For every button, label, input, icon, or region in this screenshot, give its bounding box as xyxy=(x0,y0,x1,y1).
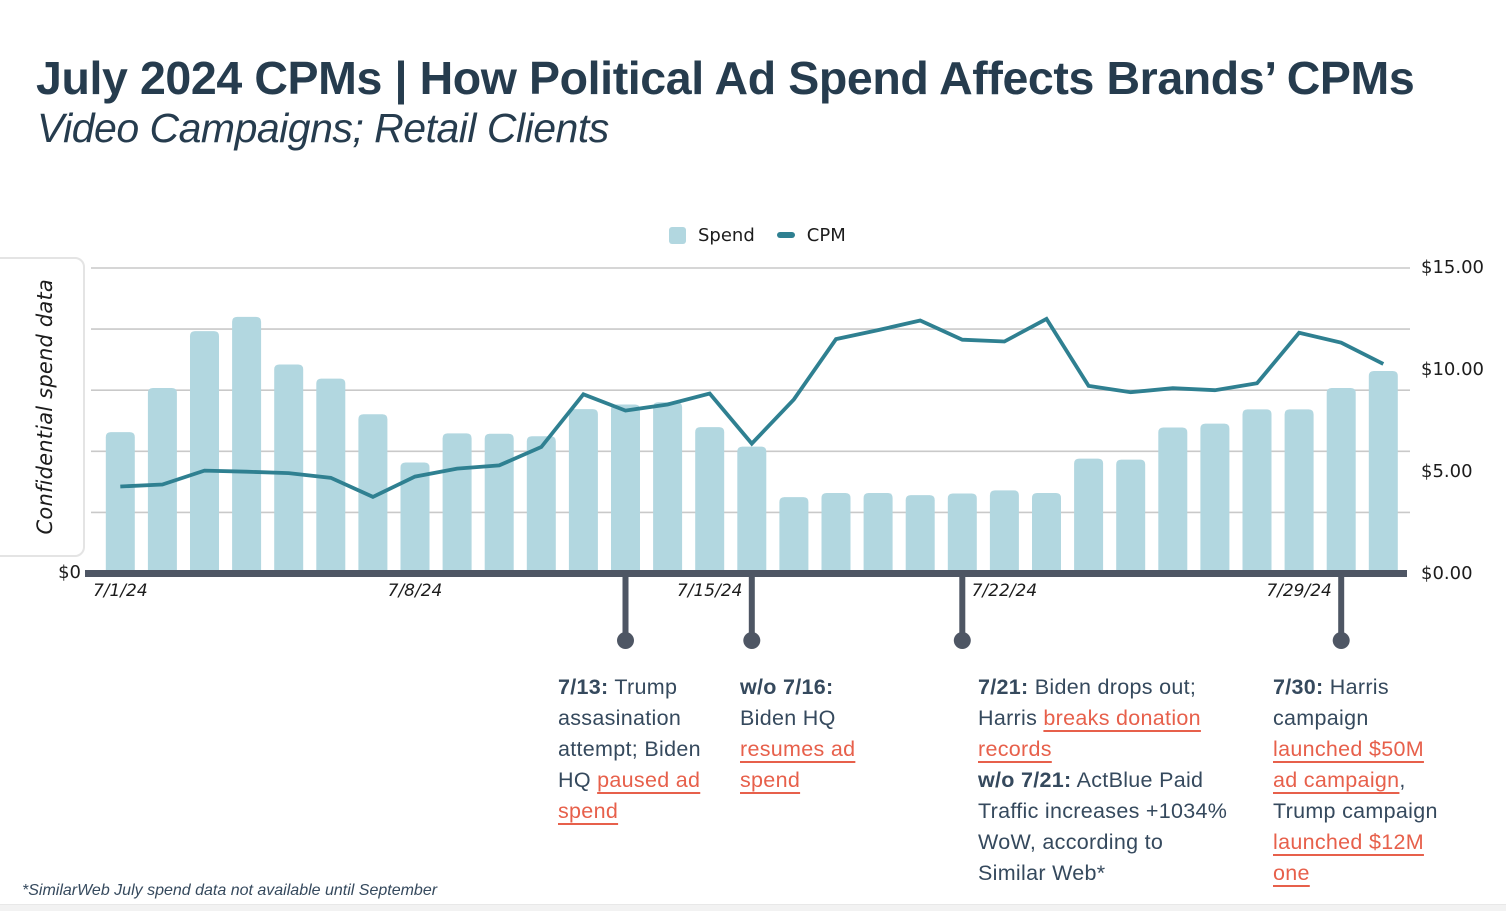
x-axis-line xyxy=(85,570,1407,577)
spend-bar-7/20/24 xyxy=(905,495,935,574)
spend-bar-7/12/24 xyxy=(568,409,598,574)
spend-bar-7/16/24 xyxy=(737,446,767,574)
spend-bar-7/11/24 xyxy=(526,436,556,574)
left-axis-title: Confidential spend data xyxy=(33,279,57,535)
spend-bar-7/30/24 xyxy=(1326,387,1356,574)
callout-stem-2 xyxy=(748,573,755,633)
callout-text-segment: , Trump campaign xyxy=(1273,768,1438,823)
callout-link[interactable]: breaks donation records xyxy=(978,706,1201,761)
spend-bar-7/25/24 xyxy=(1116,459,1146,574)
callout-dot-1 xyxy=(617,632,634,649)
callout-date-label: w/o 7/21: xyxy=(978,768,1072,792)
spend-bar-7/29/24 xyxy=(1284,409,1314,574)
page-title: July 2024 CPMs | How Political Ad Spend … xyxy=(36,52,1415,104)
callout-dot-2 xyxy=(743,632,761,649)
confidential-axis-box: Confidential spend data xyxy=(0,257,85,557)
spend-bar-7/1/24 xyxy=(105,432,135,574)
spend-bar-7/31/24 xyxy=(1368,371,1398,574)
x-axis-tick-7/22/24: 7/22/24 xyxy=(971,581,1038,601)
spend-bar-7/19/24 xyxy=(863,493,893,574)
spend-bar-7/18/24 xyxy=(821,493,851,574)
spend-bar-7/3/24 xyxy=(190,331,219,574)
spend-bar-7/23/24 xyxy=(1032,493,1061,574)
spend-bar-7/5/24 xyxy=(274,364,304,574)
left-axis-tick-0: $0 xyxy=(58,562,81,583)
spend-bar-7/2/24 xyxy=(147,387,177,574)
callout-dot-3 xyxy=(953,632,971,649)
callout-text-4: 7/30: Harris campaign launched $50M ad c… xyxy=(1273,672,1438,889)
cpm-line xyxy=(120,316,1385,499)
callout-date-label: 7/21: xyxy=(978,675,1029,699)
x-axis-tick-7/29/24: 7/29/24 xyxy=(1266,581,1332,601)
x-axis-tick-7/1/24: 7/1/24 xyxy=(92,581,148,601)
spend-bar-7/27/24 xyxy=(1200,423,1230,574)
spend-bar-7/10/24 xyxy=(484,433,514,574)
right-axis-tick-0: $0.00 xyxy=(1421,562,1473,584)
callout-text-segment: Biden HQ xyxy=(740,706,836,730)
right-axis-tick-15: $15.00 xyxy=(1421,257,1484,278)
callout-stem-3 xyxy=(959,573,966,633)
callout-link[interactable]: paused ad spend xyxy=(558,768,701,823)
spend-bar-7/7/24 xyxy=(358,414,388,574)
callout-dot-4 xyxy=(1332,632,1350,649)
footnote: *SimilarWeb July spend data not availabl… xyxy=(22,882,438,899)
spend-bar-7/24/24 xyxy=(1074,458,1104,574)
spend-bar-7/14/24 xyxy=(653,402,683,574)
callout-text-segment: ActBlue Paid Traffic increases +1034% Wo… xyxy=(978,768,1228,885)
bottom-divider xyxy=(0,904,1506,911)
callout-date-label: w/o 7/16: xyxy=(740,675,834,699)
spend-bar-7/13/24 xyxy=(611,404,640,574)
callout-date-label: 7/30: xyxy=(1273,675,1324,699)
right-axis-tick-5: $5.00 xyxy=(1421,460,1473,482)
x-axis-tick-7/15/24: 7/15/24 xyxy=(676,581,743,601)
callout-text-3: 7/21: Biden drops out; Harris breaks don… xyxy=(978,672,1227,889)
legend-cpm-label: CPM xyxy=(806,224,846,246)
callout-text-segment: Harris campaign xyxy=(1273,675,1389,730)
callout-stem-1 xyxy=(622,573,629,633)
x-axis-tick-7/8/24: 7/8/24 xyxy=(387,581,443,601)
spend-bar-7/4/24 xyxy=(232,316,262,574)
callout-text-segment: Trump assasination attempt; Biden HQ xyxy=(558,675,701,792)
spend-bar-7/9/24 xyxy=(442,433,472,574)
callout-text-2: w/o 7/16: Biden HQ resumes ad spend xyxy=(740,672,855,796)
legend-spend-label: Spend xyxy=(698,224,755,246)
spend-bar-7/22/24 xyxy=(989,490,1019,574)
spend-bar-7/21/24 xyxy=(947,493,977,574)
spend-bar-7/28/24 xyxy=(1242,409,1272,574)
chart-legend: Spend CPM xyxy=(669,222,846,248)
legend-cpm-swatch-icon xyxy=(776,232,795,238)
callout-text-1: 7/13: Trump assasination attempt; Biden … xyxy=(558,672,701,827)
callout-link[interactable]: launched $12M one xyxy=(1273,830,1424,885)
callout-stem-4 xyxy=(1338,573,1345,633)
spend-bar-7/15/24 xyxy=(695,427,725,574)
callout-date-label: 7/13: xyxy=(558,675,609,699)
spend-bar-7/8/24 xyxy=(400,462,430,574)
spend-bar-7/26/24 xyxy=(1158,427,1188,574)
callout-link[interactable]: resumes ad spend xyxy=(740,737,856,792)
callout-link[interactable]: launched $50M ad campaign xyxy=(1273,737,1424,792)
legend-spend-swatch-icon xyxy=(669,226,686,244)
page-subtitle: Video Campaigns; Retail Clients xyxy=(37,105,609,151)
right-axis-tick-10: $10.00 xyxy=(1421,358,1484,380)
spend-bar-7/17/24 xyxy=(779,497,809,574)
callout-text-segment: Biden drops out; Harris xyxy=(978,675,1197,730)
